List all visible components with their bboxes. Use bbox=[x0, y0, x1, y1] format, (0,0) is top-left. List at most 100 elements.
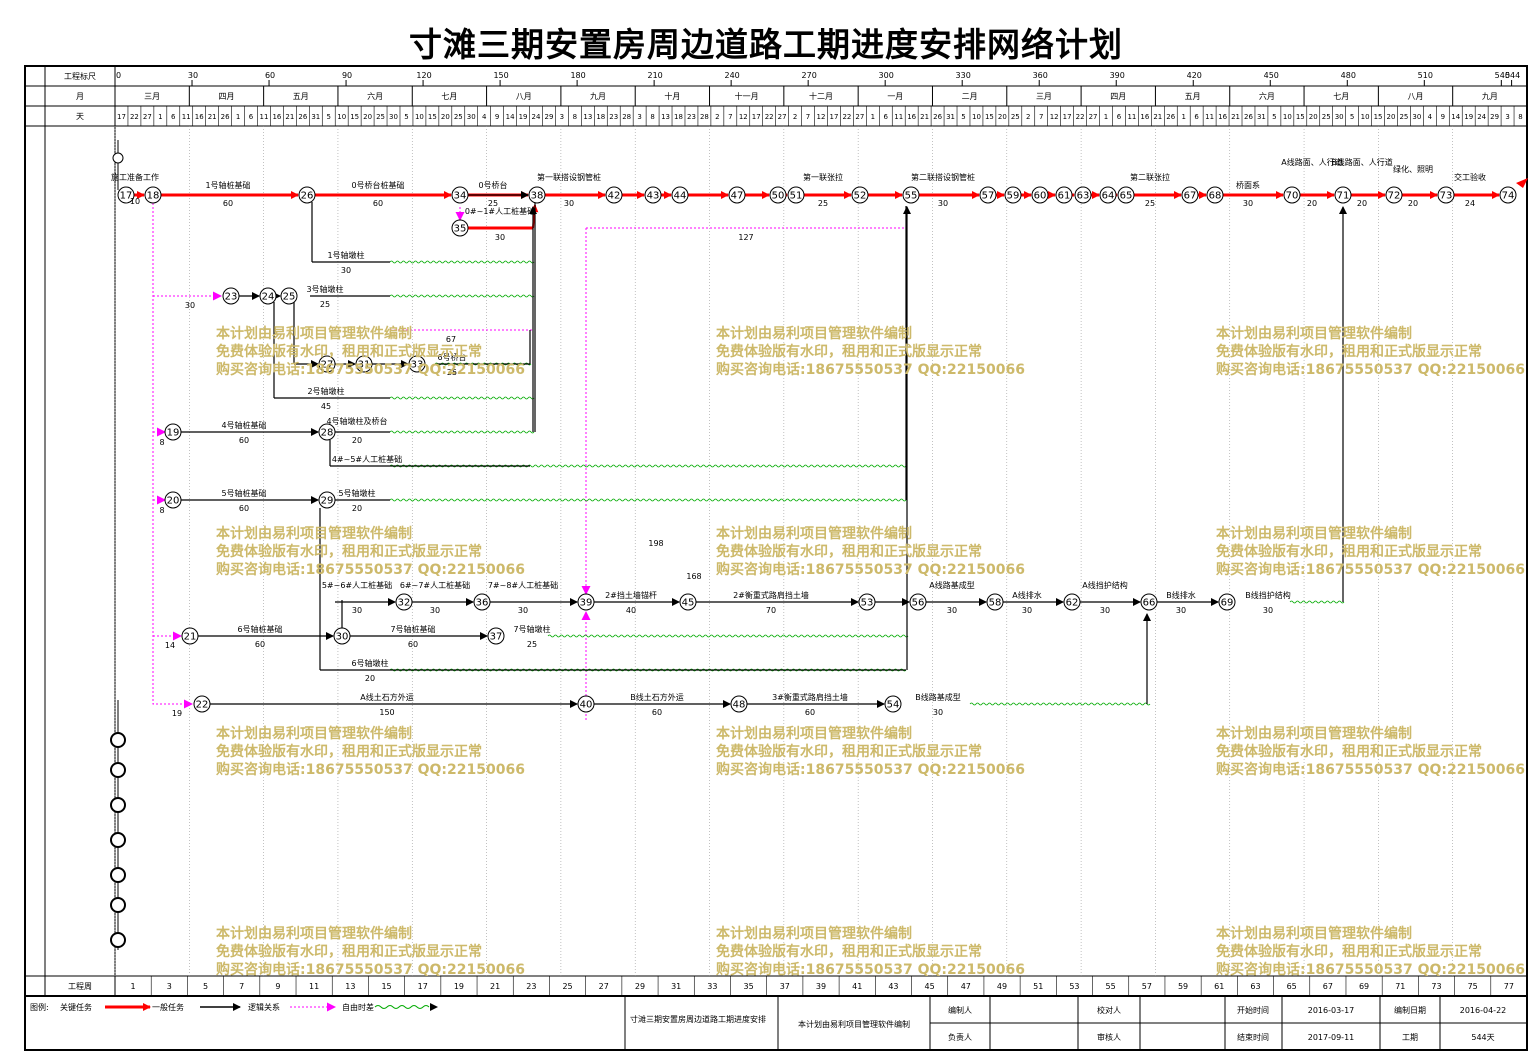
node-36[interactable]: 36 bbox=[473, 593, 491, 611]
node-65[interactable]: 65 bbox=[1117, 186, 1135, 204]
day-label: 20 bbox=[441, 113, 450, 121]
node-60[interactable]: 60 bbox=[1031, 186, 1049, 204]
node-63[interactable]: 63 bbox=[1074, 186, 1092, 204]
node-72[interactable]: 72 bbox=[1385, 186, 1403, 204]
day-label: 30 bbox=[467, 113, 476, 121]
node-39[interactable]: 39 bbox=[577, 593, 595, 611]
float-wave bbox=[547, 634, 909, 638]
day-label: 7 bbox=[1039, 113, 1043, 121]
task-duration: 30 bbox=[947, 606, 957, 615]
node-37[interactable]: 37 bbox=[487, 627, 505, 645]
week-label: 21 bbox=[490, 982, 500, 991]
day-label: 4 bbox=[482, 113, 487, 121]
node-17[interactable]: 17 bbox=[117, 186, 135, 204]
watermark-line: 购买咨询电话:18675550537 QQ:22150066 bbox=[1216, 361, 1525, 378]
day-label: 16 bbox=[1218, 113, 1227, 121]
watermark-line: 本计划由易利项目管理软件编制 bbox=[716, 725, 912, 742]
watermark: 本计划由易利项目管理软件编制免费体验版有水印，租用和正式版显示正常购买咨询电话:… bbox=[1216, 325, 1525, 378]
node-30[interactable]: 30 bbox=[333, 627, 351, 645]
node-62[interactable]: 62 bbox=[1063, 593, 1081, 611]
node-55[interactable]: 55 bbox=[902, 186, 920, 204]
node-51[interactable]: 51 bbox=[787, 186, 805, 204]
week-label: 19 bbox=[454, 982, 464, 991]
node-40[interactable]: 40 bbox=[577, 695, 595, 713]
scale-tick: 30 bbox=[188, 71, 198, 80]
node-71[interactable]: 71 bbox=[1334, 186, 1352, 204]
node-52[interactable]: 52 bbox=[851, 186, 869, 204]
task-duration: 20 bbox=[1307, 199, 1317, 208]
node-48[interactable]: 48 bbox=[730, 695, 748, 713]
node-59[interactable]: 59 bbox=[1004, 186, 1022, 204]
node-67[interactable]: 67 bbox=[1181, 186, 1199, 204]
node-20[interactable]: 20 bbox=[164, 491, 182, 509]
day-label: 19 bbox=[1464, 113, 1473, 121]
watermark-line: 本计划由易利项目管理软件编制 bbox=[716, 525, 912, 542]
node-66[interactable]: 66 bbox=[1140, 593, 1158, 611]
node-54[interactable]: 54 bbox=[884, 695, 902, 713]
task-duration: 25 bbox=[320, 300, 330, 309]
task-duration: 60 bbox=[652, 708, 662, 717]
node-26[interactable]: 26 bbox=[298, 186, 316, 204]
node-45[interactable]: 45 bbox=[679, 593, 697, 611]
node-58[interactable]: 58 bbox=[986, 593, 1004, 611]
node-23[interactable]: 23 bbox=[222, 287, 240, 305]
task-name: B线排水 bbox=[1166, 590, 1196, 600]
node-22[interactable]: 22 bbox=[193, 695, 211, 713]
node-number: 59 bbox=[1007, 191, 1020, 202]
node-27[interactable]: 27 bbox=[318, 355, 336, 373]
task-duration: 150 bbox=[379, 708, 394, 717]
node-70[interactable]: 70 bbox=[1283, 186, 1301, 204]
node-21[interactable]: 21 bbox=[181, 627, 199, 645]
day-label: 21 bbox=[208, 113, 217, 121]
day-label: 21 bbox=[920, 113, 929, 121]
node-34[interactable]: 34 bbox=[451, 186, 469, 204]
task-name: A线路面、人行道 bbox=[1281, 157, 1342, 167]
week-label: 75 bbox=[1468, 982, 1478, 991]
node-44[interactable]: 44 bbox=[671, 186, 689, 204]
footer-date-value: 2016-04-22 bbox=[1460, 1006, 1507, 1015]
node-56[interactable]: 56 bbox=[909, 593, 927, 611]
node-24[interactable]: 24 bbox=[259, 287, 277, 305]
node-35[interactable]: 35 bbox=[451, 219, 469, 237]
day-label: 26 bbox=[1166, 113, 1175, 121]
node-68[interactable]: 68 bbox=[1206, 186, 1224, 204]
node-64[interactable]: 64 bbox=[1099, 186, 1117, 204]
node-61[interactable]: 61 bbox=[1055, 186, 1073, 204]
node-73[interactable]: 73 bbox=[1437, 186, 1455, 204]
node-42[interactable]: 42 bbox=[605, 186, 623, 204]
node-53[interactable]: 53 bbox=[858, 593, 876, 611]
watermark-line: 购买咨询电话:18675550537 QQ:22150066 bbox=[716, 961, 1025, 978]
node-47[interactable]: 47 bbox=[728, 186, 746, 204]
node-33[interactable]: 33 bbox=[408, 355, 426, 373]
scale-tick: 510 bbox=[1418, 71, 1433, 80]
day-label: 5 bbox=[404, 113, 408, 121]
node-57[interactable]: 57 bbox=[979, 186, 997, 204]
node-number: 26 bbox=[301, 191, 314, 202]
task-duration: 20 bbox=[352, 436, 362, 445]
watermark-line: 免费体验版有水印，租用和正式版显示正常 bbox=[216, 543, 482, 560]
day-label: 26 bbox=[933, 113, 942, 121]
node-28[interactable]: 28 bbox=[318, 423, 336, 441]
node-31[interactable]: 31 bbox=[355, 355, 373, 373]
week-label: 69 bbox=[1359, 982, 1369, 991]
week-label: 61 bbox=[1214, 982, 1224, 991]
node-29[interactable]: 29 bbox=[318, 491, 336, 509]
week-label: 11 bbox=[309, 982, 319, 991]
node-50[interactable]: 50 bbox=[769, 186, 787, 204]
task-duration: 30 bbox=[495, 233, 505, 242]
scale-tick: 210 bbox=[647, 71, 662, 80]
node-74[interactable]: 74 bbox=[1499, 186, 1517, 204]
day-label: 25 bbox=[1399, 113, 1408, 121]
node-69[interactable]: 69 bbox=[1218, 593, 1236, 611]
task-name: 施工准备工作 bbox=[111, 172, 159, 182]
node-32[interactable]: 32 bbox=[395, 593, 413, 611]
node-43[interactable]: 43 bbox=[644, 186, 662, 204]
node-25[interactable]: 25 bbox=[280, 287, 298, 305]
node-number: 20 bbox=[167, 496, 180, 507]
node-18[interactable]: 18 bbox=[144, 186, 162, 204]
node-19[interactable]: 19 bbox=[164, 423, 182, 441]
node-38[interactable]: 38 bbox=[528, 186, 546, 204]
float-wave bbox=[1289, 600, 1345, 604]
watermark-line: 本计划由易利项目管理软件编制 bbox=[716, 925, 912, 942]
watermark-line: 免费体验版有水印，租用和正式版显示正常 bbox=[1216, 343, 1482, 360]
